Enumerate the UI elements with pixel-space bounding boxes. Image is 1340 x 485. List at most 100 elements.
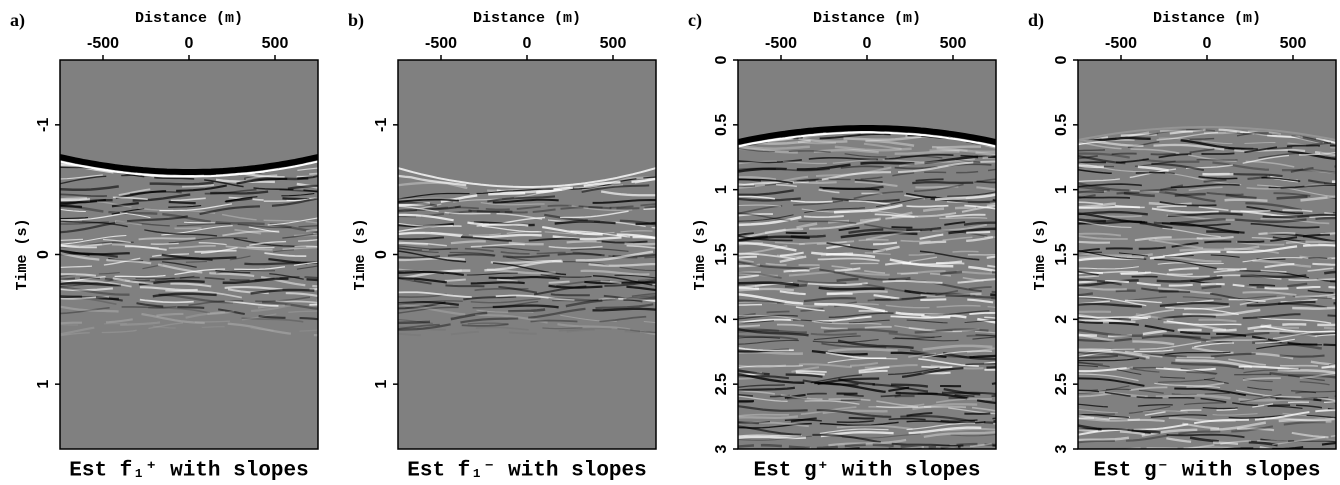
x-tick-label: 500 <box>1280 35 1307 52</box>
noise <box>738 334 996 341</box>
y-tick-label: 0 <box>373 250 390 259</box>
noise <box>60 248 318 278</box>
x-axis-title: Distance (m) <box>135 10 243 27</box>
noise <box>1178 439 1336 449</box>
seismic-image <box>1078 126 1336 449</box>
noise <box>738 235 996 262</box>
noise <box>1078 162 1336 198</box>
noise <box>1078 388 1336 400</box>
y-tick-label: 2.5 <box>1053 373 1070 395</box>
noise <box>1078 315 1336 333</box>
x-axis-title: Distance (m) <box>473 10 581 27</box>
noise <box>738 155 996 173</box>
noise <box>1078 365 1336 373</box>
x-tick-label: 0 <box>523 35 532 52</box>
noise <box>738 281 996 297</box>
noise <box>738 347 996 367</box>
noise <box>1078 295 1336 301</box>
noise <box>60 199 318 224</box>
noise <box>738 363 996 370</box>
noise <box>738 193 996 227</box>
noise <box>398 198 656 204</box>
noise <box>1078 313 1336 340</box>
noise <box>60 220 318 249</box>
noise <box>1078 348 1336 369</box>
noise <box>1078 218 1336 244</box>
noise <box>60 229 318 247</box>
noise <box>398 277 656 286</box>
noise <box>1078 323 1336 338</box>
noise <box>1078 279 1336 297</box>
panel: a) Distance (m) Time (s) Est f₁⁺ with slope… <box>10 10 319 483</box>
noise <box>1078 129 1336 146</box>
noise <box>398 278 656 298</box>
y-axis-title: Time (s) <box>692 218 709 290</box>
noise <box>60 217 318 245</box>
noise <box>738 421 996 432</box>
noise <box>738 301 996 309</box>
noise <box>1078 139 1336 156</box>
noise <box>60 233 318 249</box>
noise <box>738 442 996 449</box>
noise <box>738 270 996 277</box>
noise <box>738 403 996 420</box>
noise <box>60 286 318 292</box>
event <box>60 160 318 178</box>
noise <box>1078 235 1336 260</box>
noise <box>1078 285 1336 299</box>
noise <box>60 261 318 284</box>
noise <box>738 312 996 324</box>
noise <box>738 336 996 345</box>
noise <box>60 196 318 202</box>
x-tick-label: -500 <box>87 35 119 52</box>
noise <box>60 192 318 220</box>
noise <box>738 395 996 415</box>
caption: Est f₁⁻ with slopes <box>407 460 646 483</box>
y-tick-label: 3 <box>713 444 730 453</box>
panel-label: b) <box>348 10 364 31</box>
x-tick-label: 500 <box>262 35 289 52</box>
noise <box>1078 131 1336 146</box>
noise <box>1078 390 1336 417</box>
noise <box>738 129 996 148</box>
noise <box>738 347 996 380</box>
noise <box>1078 349 1336 375</box>
noise <box>1078 165 1336 200</box>
noise <box>1078 244 1336 262</box>
y-tick-label: 0.5 <box>1053 114 1070 136</box>
noise <box>738 319 996 324</box>
noise <box>1078 413 1336 419</box>
y-tick-label: 0 <box>35 250 52 259</box>
noise <box>895 441 996 449</box>
noise <box>60 276 318 282</box>
noise <box>738 213 996 219</box>
panel-label: a) <box>10 10 25 31</box>
noise <box>1078 364 1336 397</box>
event <box>398 166 656 188</box>
noise <box>738 176 996 191</box>
noise <box>738 393 996 404</box>
panel: d) Distance (m) Time (s) Est g⁻ with slopes… <box>1028 10 1337 483</box>
noise <box>738 335 996 359</box>
noise <box>398 213 656 240</box>
y-tick-label: 1.5 <box>713 243 730 265</box>
noise <box>60 252 318 266</box>
noise <box>738 220 996 236</box>
noise <box>60 299 318 336</box>
noise <box>1078 270 1336 281</box>
noise <box>60 166 318 193</box>
noise <box>1078 300 1336 308</box>
noise <box>398 177 656 207</box>
noise <box>738 195 996 210</box>
noise <box>1078 183 1336 189</box>
noise <box>1078 131 1336 152</box>
noise <box>398 247 656 272</box>
noise <box>738 375 996 396</box>
noise <box>398 240 656 246</box>
noise <box>1078 186 1336 200</box>
noise <box>60 295 318 315</box>
noise <box>738 147 996 163</box>
noise <box>738 255 996 279</box>
x-tick-label: -500 <box>425 35 457 52</box>
noise <box>1078 212 1336 225</box>
